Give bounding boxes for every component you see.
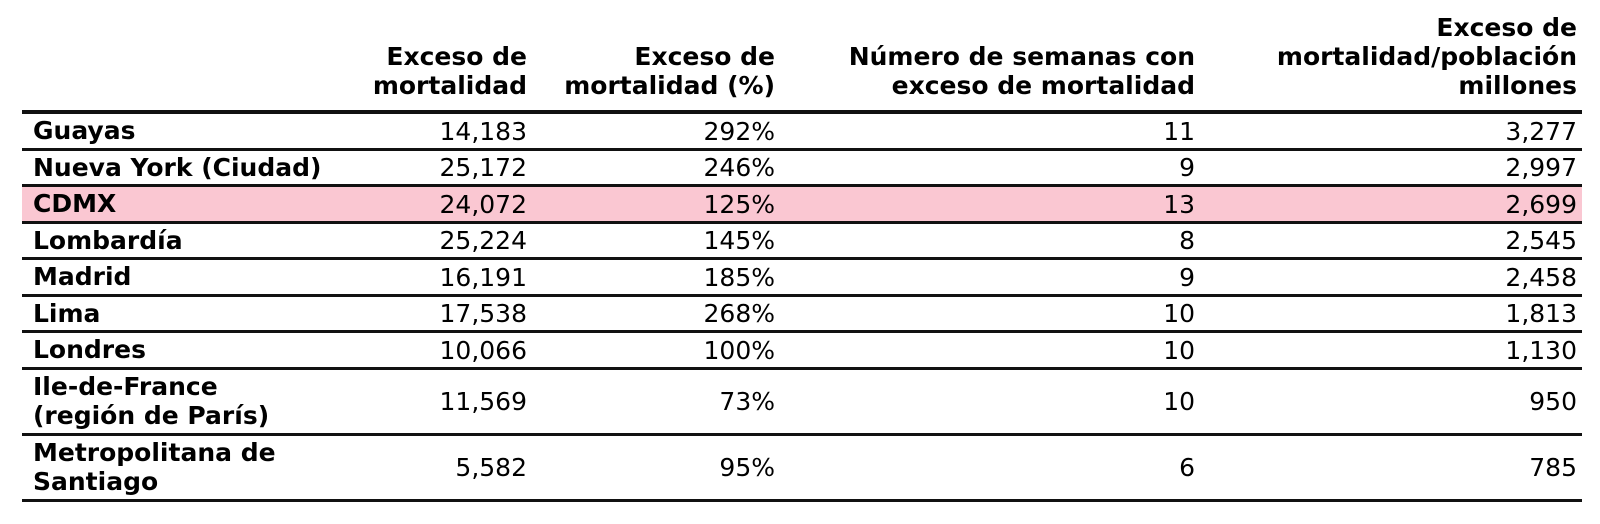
table-header: Exceso de mortalidad Exceso de mortalida… xyxy=(22,13,1582,115)
header-row: Exceso de mortalidad Exceso de mortalida… xyxy=(22,13,1582,115)
weeks-cell: 10 xyxy=(1163,299,1195,328)
excess-mortality-cell: 5,582 xyxy=(455,452,527,482)
excess-mortality-table: Exceso de mortalidad Exceso de mortalida… xyxy=(22,13,1582,502)
weeks-cell: 6 xyxy=(1179,452,1195,482)
table-row: Nueva York (Ciudad) 25,172 246% 9 2,997 xyxy=(22,149,1582,186)
excess-mortality-cell: 17,538 xyxy=(439,299,527,328)
excess-mortality-cell: 25,172 xyxy=(439,153,527,182)
weeks-cell: 9 xyxy=(1179,153,1195,182)
excess-mortality-pct-cell: 292% xyxy=(703,116,775,146)
excess-mortality-pct-cell: 145% xyxy=(703,226,775,255)
weeks-cell: 13 xyxy=(1163,189,1195,219)
col-header-weeks-with-excess: Número de semanas con exceso de mortalid… xyxy=(780,14,1200,115)
region-column-header-empty xyxy=(22,14,352,115)
weeks-cell: 10 xyxy=(1163,335,1195,365)
region-cell: Madrid xyxy=(33,262,132,292)
region-cell: CDMX xyxy=(33,189,117,219)
col-header-excess-per-million: Exceso de mortalidad/población millones xyxy=(1200,13,1582,115)
col-header-excess-mortality: Exceso de mortalidad xyxy=(352,14,532,115)
per-million-cell: 2,458 xyxy=(1505,262,1577,292)
excess-mortality-pct-cell: 95% xyxy=(719,452,775,482)
excess-mortality-pct-cell: 73% xyxy=(719,386,775,416)
per-million-cell: 950 xyxy=(1529,386,1577,416)
region-cell: Ile-de-France (región de París) xyxy=(33,371,270,431)
region-cell: Lombardía xyxy=(33,225,183,255)
per-million-cell: 785 xyxy=(1529,452,1577,482)
region-cell: Lima xyxy=(33,298,101,328)
region-cell: Nueva York (Ciudad) xyxy=(33,152,322,182)
region-cell: Metropolitana de Santiago xyxy=(33,437,276,497)
table-row: Londres 10,066 100% 10 1,130 xyxy=(22,332,1582,369)
table-row: Metropolitana de Santiago 5,582 95% 6 78… xyxy=(22,434,1582,501)
table-row: Lombardía 25,224 145% 8 2,545 xyxy=(22,222,1582,259)
per-million-cell: 2,699 xyxy=(1505,189,1577,219)
excess-mortality-cell: 25,224 xyxy=(439,226,527,255)
excess-mortality-pct-cell: 125% xyxy=(703,189,775,219)
table-body: Guayas 14,183 292% 11 3,277 Nueva York (… xyxy=(22,112,1582,501)
excess-mortality-page: Exceso de mortalidad Exceso de mortalida… xyxy=(0,13,1600,524)
per-million-cell: 2,997 xyxy=(1505,153,1577,182)
weeks-cell: 10 xyxy=(1163,386,1195,416)
per-million-cell: 1,130 xyxy=(1505,335,1577,365)
col-header-excess-mortality-pct: Exceso de mortalidad (%) xyxy=(532,14,780,115)
table-row: CDMX 24,072 125% 13 2,699 xyxy=(22,185,1582,223)
table-row: Guayas 14,183 292% 11 3,277 xyxy=(22,112,1582,150)
region-cell: Guayas xyxy=(33,116,136,146)
weeks-cell: 11 xyxy=(1163,116,1195,146)
excess-mortality-cell: 24,072 xyxy=(439,189,527,219)
excess-mortality-pct-cell: 185% xyxy=(703,262,775,292)
excess-mortality-cell: 11,569 xyxy=(439,386,527,416)
region-cell: Londres xyxy=(33,335,146,365)
excess-mortality-pct-cell: 246% xyxy=(703,153,775,182)
table-row: Madrid 16,191 185% 9 2,458 xyxy=(22,259,1582,296)
per-million-cell: 2,545 xyxy=(1505,226,1577,255)
weeks-cell: 8 xyxy=(1179,226,1195,255)
excess-mortality-pct-cell: 100% xyxy=(703,335,775,365)
excess-mortality-cell: 10,066 xyxy=(439,335,527,365)
weeks-cell: 9 xyxy=(1179,262,1195,292)
per-million-cell: 3,277 xyxy=(1505,116,1577,146)
excess-mortality-cell: 16,191 xyxy=(439,262,527,292)
excess-mortality-pct-cell: 268% xyxy=(703,299,775,328)
per-million-cell: 1,813 xyxy=(1505,299,1577,328)
excess-mortality-cell: 14,183 xyxy=(439,116,527,146)
table-row: Ile-de-France (región de París) 11,569 7… xyxy=(22,368,1582,435)
table-row: Lima 17,538 268% 10 1,813 xyxy=(22,295,1582,332)
